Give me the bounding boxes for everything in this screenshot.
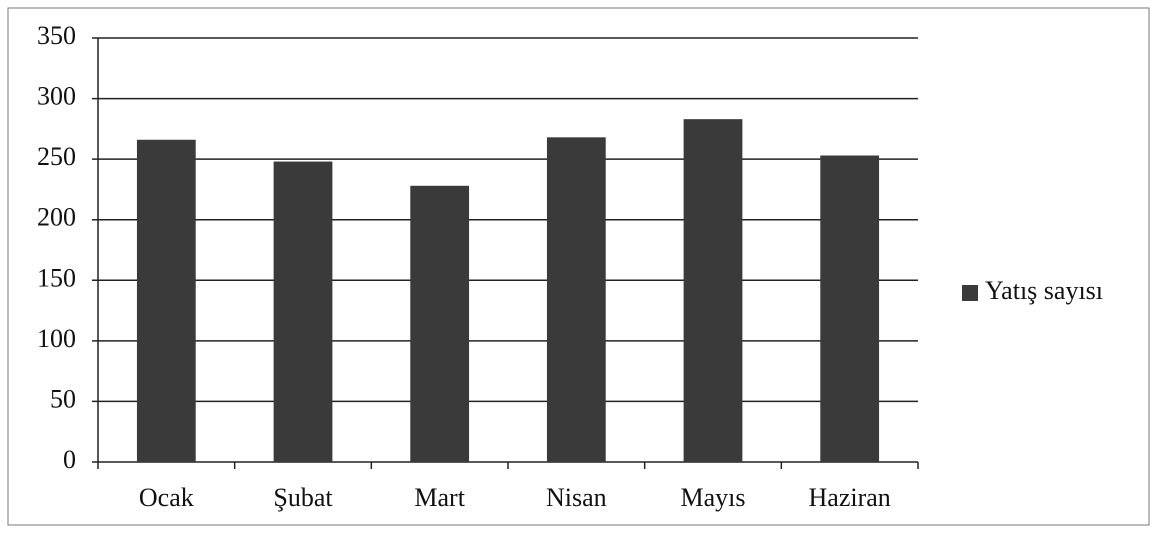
legend-swatch — [962, 285, 978, 301]
bar — [820, 155, 880, 462]
legend-label: Yatış sayısı — [985, 276, 1103, 305]
y-tick-label: 100 — [37, 324, 76, 353]
y-tick-label: 250 — [37, 142, 76, 171]
x-tick-label: Şubat — [273, 483, 333, 512]
x-tick-label: Ocak — [139, 483, 194, 512]
y-tick-label: 50 — [50, 384, 76, 413]
bar — [546, 137, 606, 462]
y-tick-label: 0 — [63, 445, 76, 474]
bar — [410, 185, 470, 462]
y-tick-label: 300 — [37, 82, 76, 111]
x-tick-label: Haziran — [809, 483, 891, 512]
x-tick-label: Mart — [414, 483, 465, 512]
bar — [683, 119, 743, 462]
y-tick-label: 350 — [37, 21, 76, 50]
y-tick-label: 200 — [37, 203, 76, 232]
x-tick-label: Nisan — [546, 483, 607, 512]
y-tick-label: 150 — [37, 263, 76, 292]
bar — [136, 139, 196, 462]
x-tick-label: Mayıs — [681, 483, 746, 512]
bar — [273, 161, 333, 462]
